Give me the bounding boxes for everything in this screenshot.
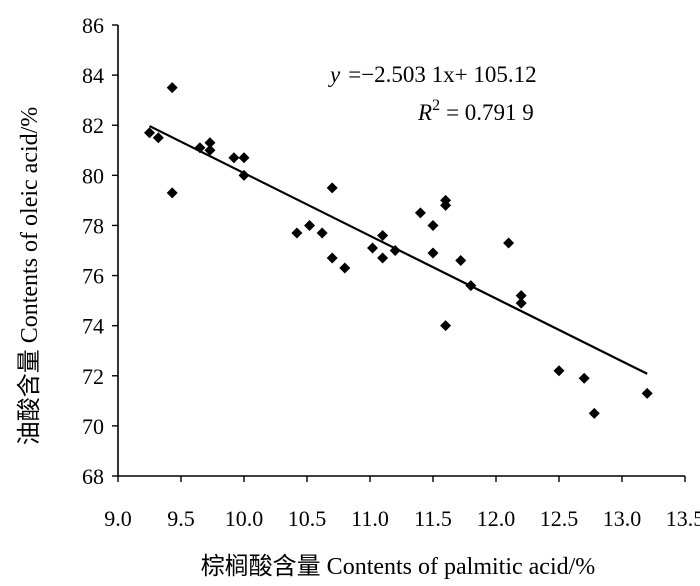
r-superscript: 2 xyxy=(432,97,440,114)
data-point xyxy=(291,227,303,239)
y-tick-label: 72 xyxy=(82,364,104,389)
data-point xyxy=(427,219,439,231)
data-point xyxy=(238,169,250,181)
data-point xyxy=(377,252,389,264)
y-tick-label: 74 xyxy=(82,314,104,339)
data-points xyxy=(144,82,653,419)
data-point xyxy=(339,262,351,274)
equation-y-symbol: y xyxy=(328,62,341,87)
data-point xyxy=(152,132,164,144)
data-point xyxy=(326,182,338,194)
x-tick-label: 12.5 xyxy=(540,506,579,531)
data-point xyxy=(204,137,216,149)
data-point xyxy=(440,199,452,211)
data-point xyxy=(238,152,250,164)
data-point xyxy=(367,242,379,254)
data-point xyxy=(588,407,600,419)
axes xyxy=(112,24,686,482)
data-point xyxy=(304,219,316,231)
x-axis-title: 棕榈酸含量 Contents of palmitic acid/% xyxy=(201,553,596,580)
data-point xyxy=(144,127,155,139)
equation-expression: =−2.503 1x+ 105.12 xyxy=(348,62,536,87)
x-tick-label: 10.0 xyxy=(225,506,264,531)
data-point xyxy=(455,255,467,267)
data-point xyxy=(326,252,338,264)
y-tick-label: 80 xyxy=(82,163,104,188)
y-tick-label: 76 xyxy=(82,264,104,289)
x-tick-label: 13.5 xyxy=(666,506,700,531)
regression-equation: y =−2.503 1x+ 105.12 xyxy=(328,62,537,87)
data-point xyxy=(553,365,565,377)
r-symbol: R xyxy=(417,100,432,125)
r-squared-label: R2 = 0.791 9 xyxy=(417,97,534,125)
y-tick-label: 86 xyxy=(82,13,104,38)
x-tick-label: 9.5 xyxy=(167,506,195,531)
data-point xyxy=(377,229,389,241)
data-point xyxy=(515,290,527,302)
y-tick-label: 82 xyxy=(82,113,104,138)
y-axis-title: 油酸含量 Contents of oleic acid/% xyxy=(16,107,43,446)
data-point xyxy=(503,237,515,249)
data-point xyxy=(166,82,178,94)
data-point xyxy=(228,152,240,164)
data-point xyxy=(578,372,590,384)
data-point xyxy=(427,247,439,259)
x-tick-label: 10.5 xyxy=(288,506,327,531)
x-tick-label: 13.0 xyxy=(603,506,642,531)
x-tick-label: 9.0 xyxy=(104,506,132,531)
y-tick-label: 84 xyxy=(82,63,104,88)
data-point xyxy=(316,227,328,239)
data-point xyxy=(194,142,206,154)
r-squared-value: = 0.791 9 xyxy=(446,100,534,125)
data-point xyxy=(440,320,452,332)
tick-labels: 9.0 9.5 10.0 10.5 11.0 11.5 12.0 12.5 13.0 13.5 68… xyxy=(82,13,700,531)
x-tick-label: 12.0 xyxy=(477,506,516,531)
data-point xyxy=(515,297,527,309)
data-point xyxy=(166,187,178,199)
x-tick-label: 11.0 xyxy=(351,506,389,531)
y-tick-label: 70 xyxy=(82,414,104,439)
data-point xyxy=(414,207,426,219)
data-point xyxy=(641,387,653,399)
x-tick-label: 11.5 xyxy=(414,506,452,531)
data-point xyxy=(465,280,477,292)
data-point xyxy=(204,144,216,156)
y-tick-label: 78 xyxy=(82,213,104,238)
y-tick-label: 68 xyxy=(82,464,104,489)
data-point xyxy=(389,245,401,256)
